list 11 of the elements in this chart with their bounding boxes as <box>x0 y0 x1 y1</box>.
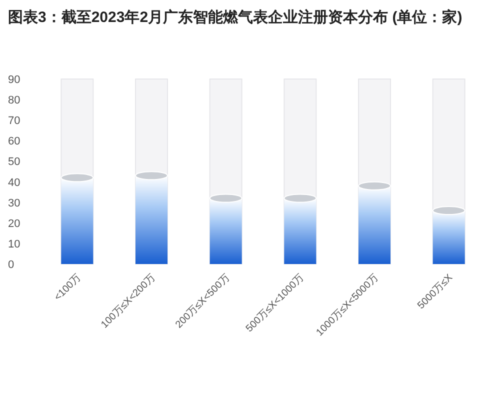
y-tick-label: 0 <box>8 259 14 271</box>
y-tick-label: 60 <box>8 136 20 148</box>
y-tick-label: 20 <box>8 218 20 230</box>
y-tick-label: 40 <box>8 176 20 189</box>
y-tick-label: 10 <box>8 238 20 250</box>
y-tick-label: 80 <box>8 94 20 107</box>
title: 图表3：截至2023年2月广东智能燃气表企业注册资本分布 (单位：家) <box>8 9 462 26</box>
y-tick-label: 90 <box>8 74 20 86</box>
y-tick-label: 30 <box>8 197 20 210</box>
y-tick-label: 70 <box>8 115 20 128</box>
y-tick-label: 50 <box>8 156 20 168</box>
